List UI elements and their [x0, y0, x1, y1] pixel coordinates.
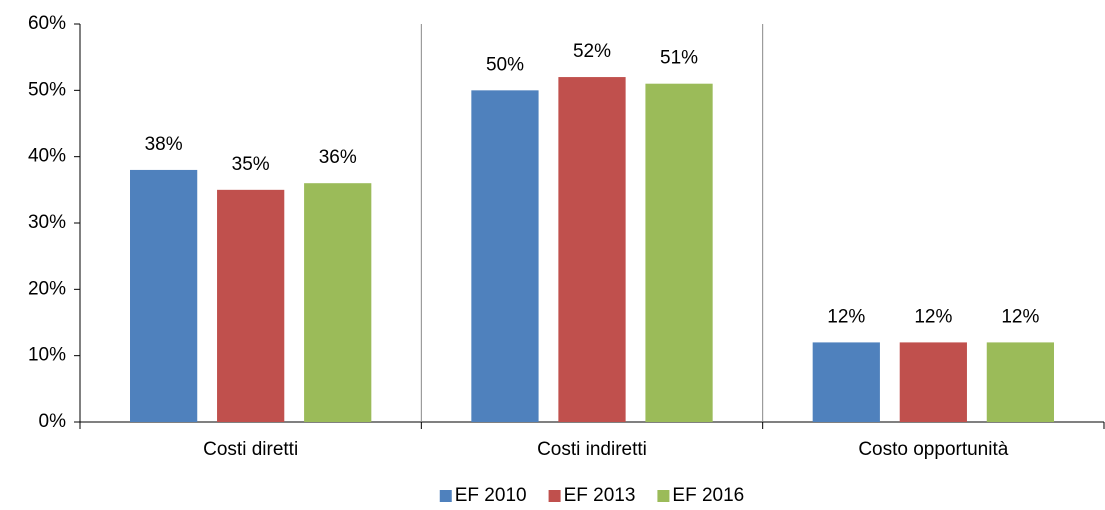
- legend-swatch: [439, 490, 452, 502]
- y-tick-label: 50%: [28, 79, 66, 100]
- x-tick-label: Costo opportunità: [858, 439, 1008, 460]
- bar: [304, 183, 372, 422]
- legend-swatch: [548, 490, 561, 502]
- value-label: 36%: [319, 147, 357, 168]
- bar: [471, 90, 539, 422]
- legend-swatch: [657, 490, 670, 502]
- bar: [558, 77, 626, 423]
- bar: [130, 169, 198, 422]
- bar: [812, 342, 880, 422]
- value-label: 12%: [914, 306, 952, 327]
- bar: [217, 189, 285, 422]
- value-label: 51%: [660, 48, 698, 69]
- value-label: 35%: [232, 154, 270, 175]
- bar: [645, 83, 713, 422]
- legend-label: EF 2016: [672, 485, 744, 506]
- legend-label: EF 2013: [564, 485, 636, 506]
- x-tick-label: Costi indiretti: [537, 439, 647, 460]
- y-tick-label: 20%: [28, 278, 66, 299]
- value-label: 38%: [145, 134, 183, 155]
- bar: [899, 342, 967, 422]
- value-label: 12%: [1001, 306, 1039, 327]
- legend-label: EF 2010: [455, 485, 527, 506]
- y-tick-label: 30%: [28, 212, 66, 233]
- y-tick-label: 0%: [39, 411, 67, 432]
- x-tick-label: Costi diretti: [203, 439, 298, 460]
- value-label: 52%: [573, 41, 611, 62]
- y-tick-label: 40%: [28, 146, 66, 167]
- value-label: 50%: [486, 54, 524, 75]
- y-tick-label: 10%: [28, 345, 66, 366]
- y-tick-label: 60%: [28, 13, 66, 34]
- bar: [986, 342, 1054, 422]
- value-label: 12%: [827, 306, 865, 327]
